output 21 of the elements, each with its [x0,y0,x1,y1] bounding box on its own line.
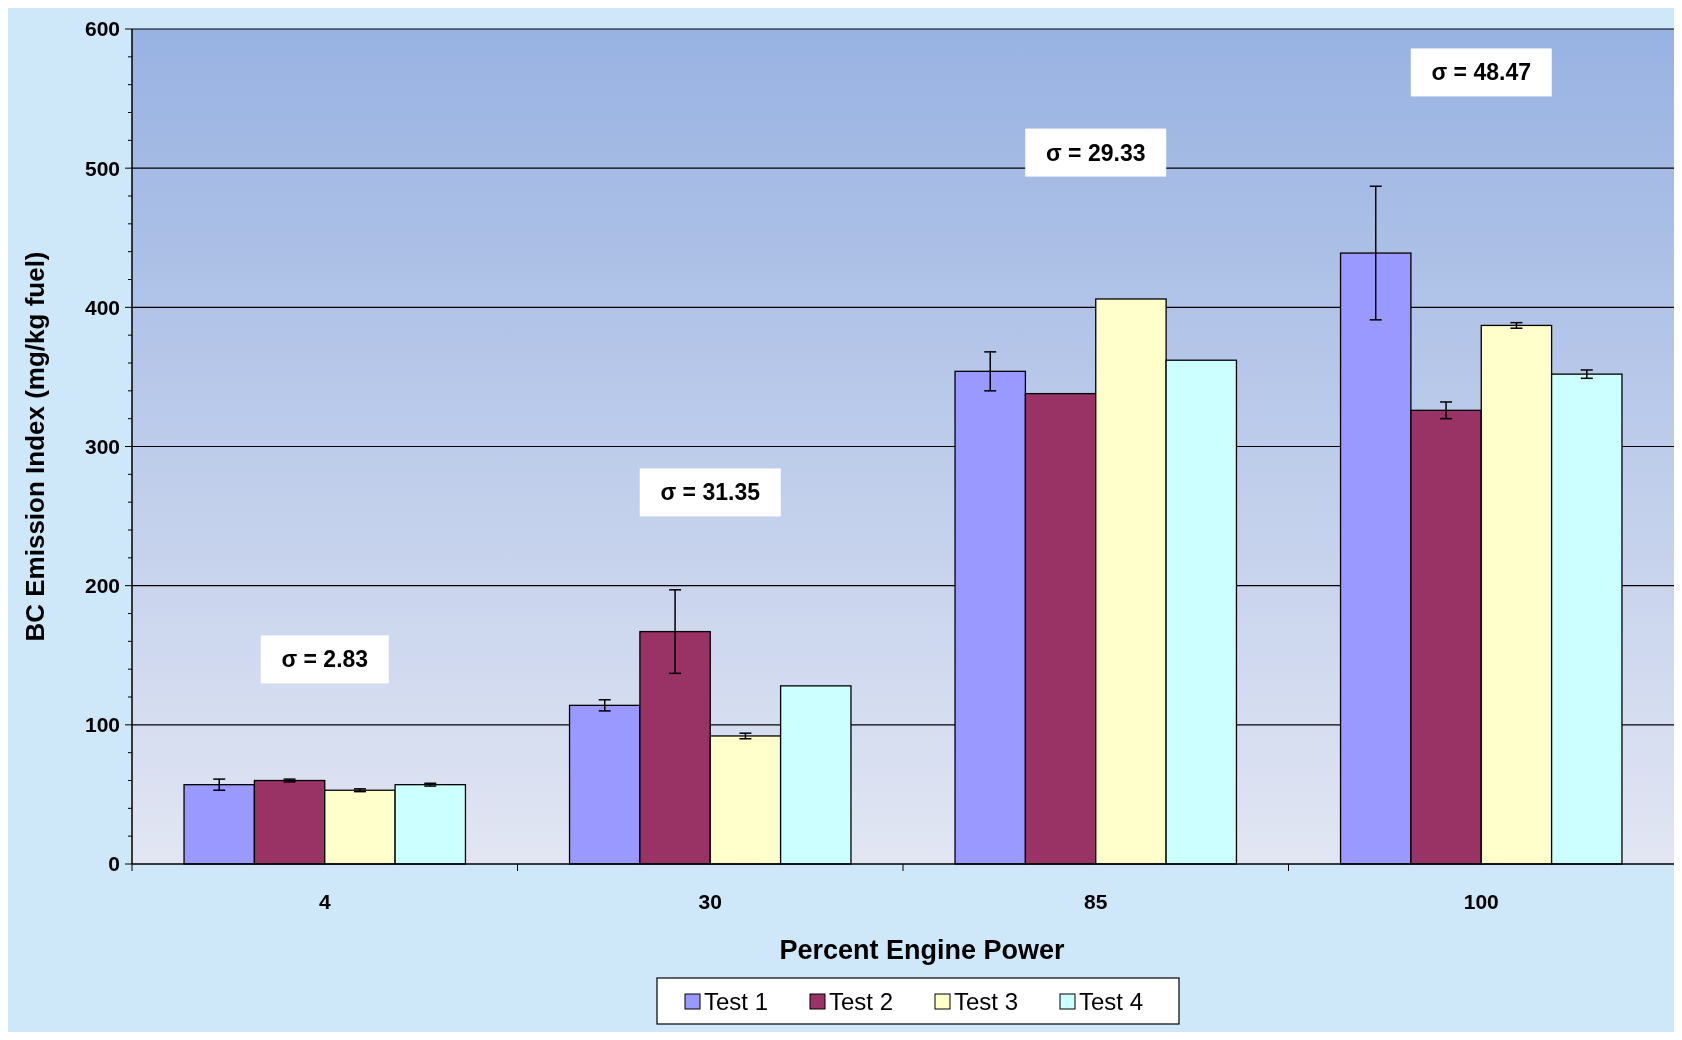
legend-label: Test 2 [829,988,894,1016]
x-tick-label: 4 [318,890,331,913]
x-axis-title: Percent Engine Power [779,935,1066,965]
annotation: σ = 29.33 [1045,139,1146,166]
x-tick-label: 30 [698,890,722,913]
x-tick-label: 100 [1463,890,1499,913]
y-tick-label: 0 [108,852,120,876]
legend-label: Test 1 [704,988,769,1016]
y-tick-label: 500 [84,156,120,180]
legend-label: Test 4 [1079,988,1144,1016]
y-tick-label: 400 [84,295,120,319]
annotation: σ = 31.35 [660,479,761,506]
y-tick-label: 300 [84,434,120,458]
y-tick-label: 200 [84,574,120,598]
legend-label: Test 3 [954,988,1019,1016]
annotation: σ = 2.83 [281,646,369,673]
y-axis-title: BC Emission Index (mg/kg fuel) [20,251,50,642]
y-tick-label: 100 [84,713,120,737]
y-tick-label: 600 [84,17,120,41]
x-tick-label: 85 [1084,890,1108,913]
annotation: σ = 48.47 [1431,59,1532,86]
